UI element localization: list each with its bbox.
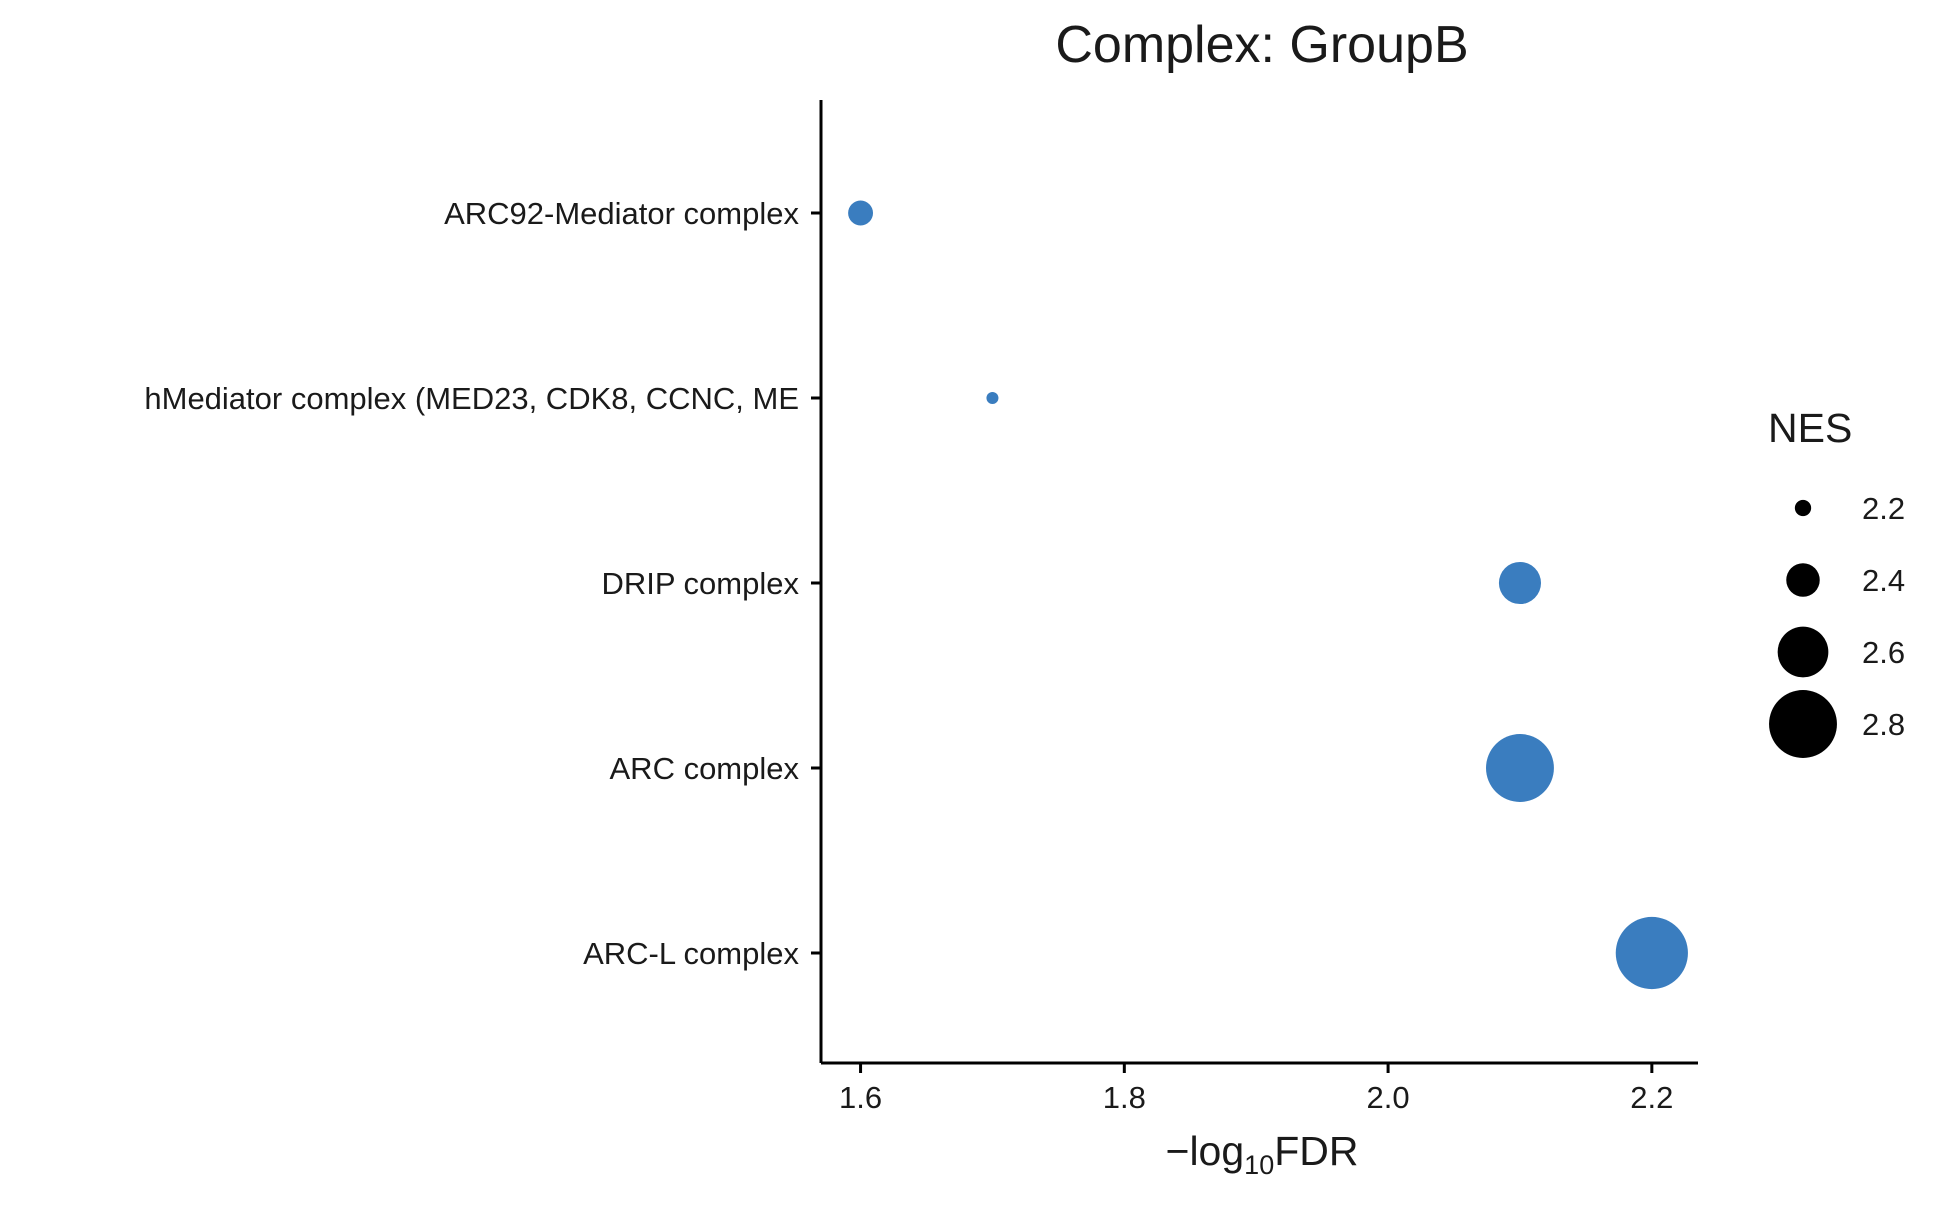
data-point <box>848 200 874 226</box>
data-point <box>1498 561 1542 605</box>
legend-size-key <box>1786 563 1820 597</box>
x-tick-label: 1.8 <box>1103 1080 1146 1115</box>
legend-label: 2.8 <box>1862 707 1905 742</box>
legend-label: 2.6 <box>1862 635 1905 670</box>
x-tick-label: 2.2 <box>1630 1080 1673 1115</box>
data-points <box>848 200 1688 990</box>
x-tick-label: 2.0 <box>1367 1080 1410 1115</box>
data-point <box>1486 734 1554 802</box>
legend-size-key <box>1777 626 1829 678</box>
x-axis-label-suffix: FDR <box>1274 1128 1358 1174</box>
x-axis-label-subscript: 10 <box>1244 1150 1274 1180</box>
legend-label: 2.4 <box>1862 563 1905 598</box>
x-axis-label: −log10FDR <box>1166 1128 1359 1180</box>
y-tick-label: ARC complex <box>610 751 800 786</box>
x-axis-ticks: 1.6 1.8 2.0 2.2 <box>839 1063 1673 1115</box>
legend-label: 2.2 <box>1862 491 1905 526</box>
y-tick-label: ARC-L complex <box>583 936 799 971</box>
data-point <box>1615 916 1688 990</box>
legend-size-key <box>1794 499 1812 517</box>
legend-size-key <box>1769 690 1837 758</box>
y-tick-label: DRIP complex <box>601 566 799 601</box>
legend: 2.2 2.4 2.6 2.8 <box>1769 491 1905 758</box>
legend-title: NES <box>1768 405 1852 451</box>
y-tick-label: hMediator complex (MED23, CDK8, CCNC, ME <box>144 381 799 416</box>
chart-title: Complex: GroupB <box>1055 16 1468 74</box>
y-tick-label: ARC92-Mediator complex <box>444 196 799 231</box>
x-tick-label: 1.6 <box>839 1080 882 1115</box>
data-point <box>986 392 999 404</box>
y-axis-ticks: ARC92-Mediator complex hMediator complex … <box>144 196 821 971</box>
